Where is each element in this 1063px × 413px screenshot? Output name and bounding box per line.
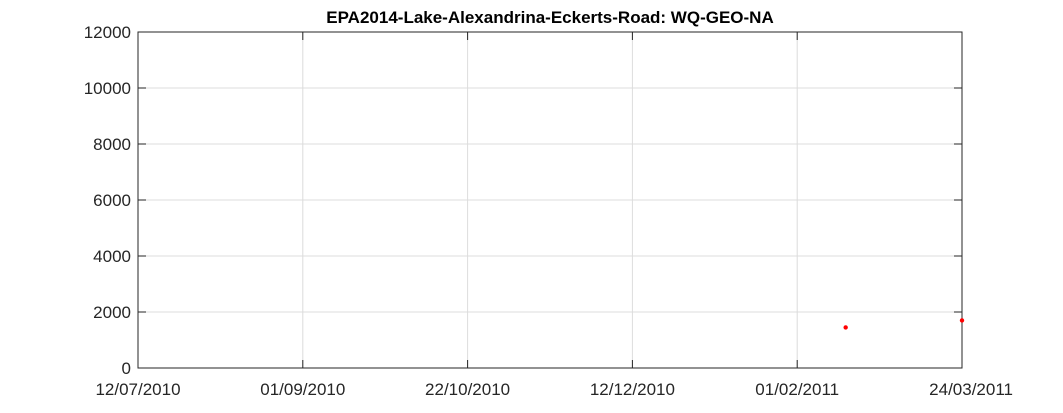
data-point <box>959 318 965 323</box>
x-tick-label: 12/07/2010 <box>95 380 180 399</box>
axis-ticks <box>137 31 963 369</box>
y-axis-tick-labels: 0 2000 4000 6000 8000 10000 12000 <box>84 23 131 378</box>
y-tick-label: 12000 <box>84 23 131 42</box>
y-tick-label: 8000 <box>93 135 131 154</box>
x-tick-label: 22/10/2010 <box>425 380 510 399</box>
y-tick-label: 10000 <box>84 79 131 98</box>
grid-lines <box>138 32 962 368</box>
data-point <box>843 325 848 330</box>
x-tick-label: 01/09/2010 <box>260 380 345 399</box>
y-tick-label: 6000 <box>93 191 131 210</box>
y-tick-label: 4000 <box>93 247 131 266</box>
x-tick-label: 12/12/2010 <box>590 380 675 399</box>
data-points <box>843 318 965 330</box>
y-tick-label: 2000 <box>93 303 131 322</box>
chart-title: EPA2014-Lake-Alexandrina-Eckerts-Road: W… <box>326 8 773 27</box>
y-tick-label: 0 <box>122 359 131 378</box>
x-axis-tick-labels: 12/07/2010 01/09/2010 22/10/2010 12/12/2010… <box>95 380 1013 399</box>
x-tick-label: 01/02/2011 <box>755 380 839 399</box>
x-tick-label: 24/03/2011 <box>929 380 1013 399</box>
